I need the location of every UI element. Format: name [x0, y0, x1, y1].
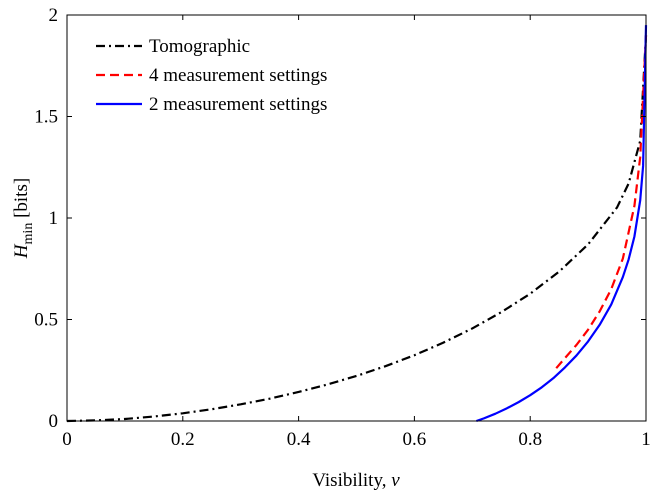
series-line-3: [476, 25, 648, 423]
y-tick-label: 1.5: [34, 107, 58, 128]
plot-lines: [66, 25, 648, 423]
series-line-2: [555, 35, 648, 369]
legend-item-1: Tomographic: [96, 36, 250, 57]
legend-label: 2 measurement settings: [149, 94, 327, 115]
x-axis-title: Visibility, v: [312, 470, 400, 491]
axis-ticks: 0 0.2 0.4 0.6 0.8 1 0 0.5 1 1.5 2: [34, 5, 651, 450]
x-axis-title-text: Visibility,: [312, 470, 391, 491]
x-tick-label: 0.4: [287, 429, 311, 450]
x-tick-label: 0.6: [403, 429, 427, 450]
x-tick-label: 0: [62, 429, 72, 450]
legend-label: 4 measurement settings: [149, 65, 327, 86]
y-tick-label: 1: [49, 208, 59, 229]
y-axis-title-unit: [bits]: [11, 178, 32, 223]
y-tick-label: 2: [49, 5, 59, 26]
y-axis-title-subscript: min: [21, 223, 36, 245]
legend: Tomographic 4 measurement settings 2 measu…: [96, 36, 327, 115]
legend-item-3: 2 measurement settings: [96, 94, 327, 115]
legend-label: Tomographic: [149, 36, 250, 57]
y-axis-title: Hmin [bits]: [11, 178, 36, 259]
series-line-1: [66, 35, 648, 423]
x-tick-label: 0.2: [171, 429, 195, 450]
y-tick-label: 0.5: [34, 310, 58, 331]
legend-item-2: 4 measurement settings: [96, 65, 327, 86]
x-tick-label: 1: [641, 429, 651, 450]
y-tick-label: 0: [49, 411, 59, 432]
x-tick-label: 0.8: [518, 429, 542, 450]
x-axis-variable: v: [391, 470, 400, 491]
y-axis-title-symbol: H: [11, 243, 32, 259]
